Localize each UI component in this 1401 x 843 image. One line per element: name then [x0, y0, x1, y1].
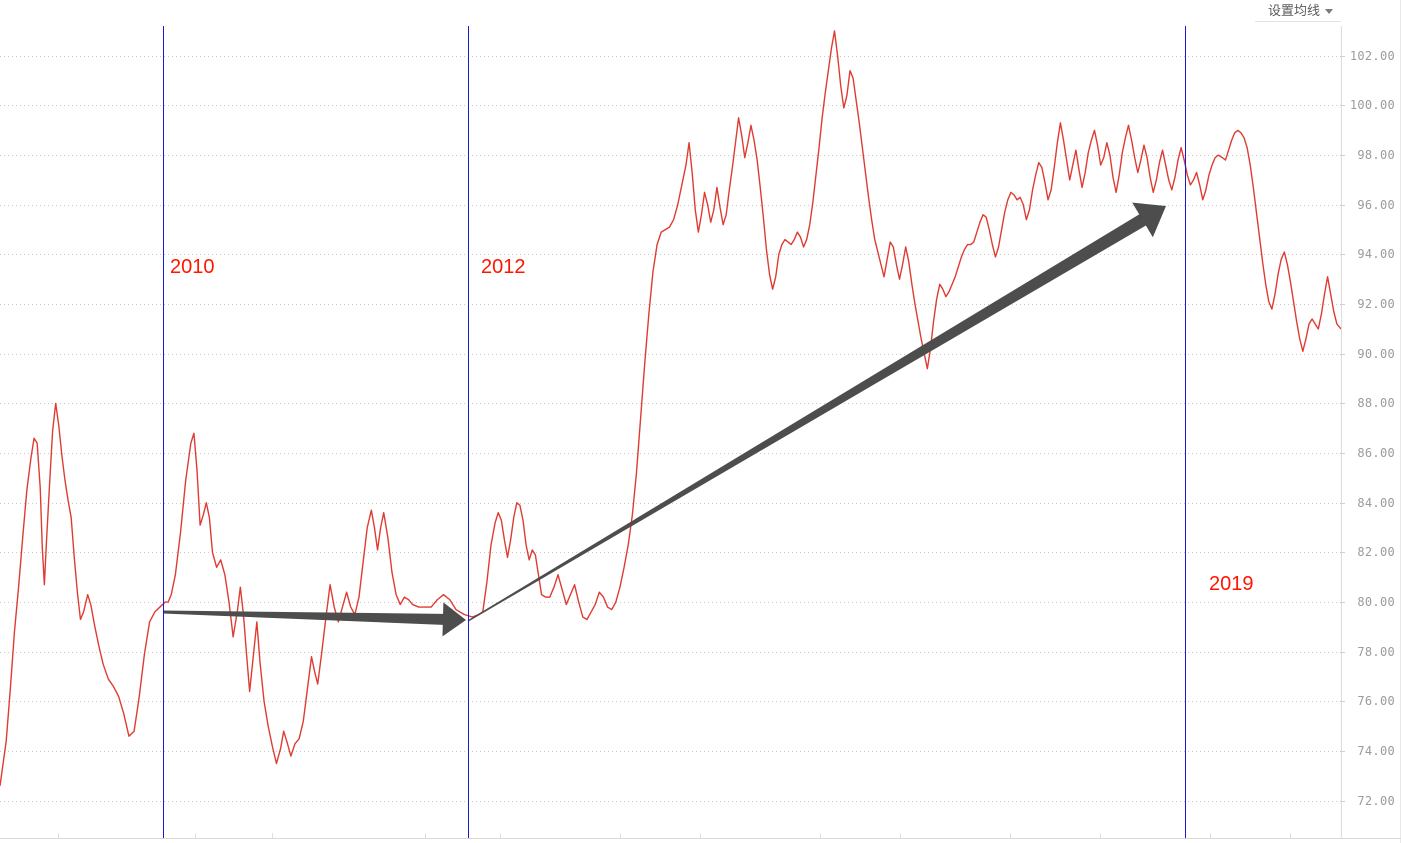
y-axis-label: 100.00 [1349, 98, 1395, 113]
x-axis-tick [272, 833, 273, 838]
gridline [0, 304, 1341, 306]
y-axis-label: 74.00 [1357, 744, 1395, 759]
year-marker-line-2010 [163, 26, 164, 838]
flat-trend-arrow [162, 602, 466, 637]
y-axis-tick [1341, 800, 1345, 802]
x-axis-tick [1290, 833, 1291, 838]
year-marker-line-2012 [468, 26, 469, 838]
y-axis-label: 94.00 [1357, 247, 1395, 262]
gridline [0, 651, 1341, 653]
y-axis-tick [1341, 304, 1345, 306]
y-axis-label: 102.00 [1349, 48, 1395, 63]
y-axis-label: 96.00 [1357, 197, 1395, 212]
gridline [0, 155, 1341, 157]
y-axis-tick [1341, 453, 1345, 455]
gridline [0, 55, 1341, 57]
y-axis-tick [1341, 155, 1345, 157]
y-axis-labels: 102.00 100.00 98.00 96.00 94.00 92.00 90.00 88.… [1341, 0, 1401, 843]
year-label-2012: 2012 [481, 256, 526, 278]
x-axis-tick [1010, 833, 1011, 838]
toolbar: 设置均线 [0, 0, 1401, 22]
year-label-2019: 2019 [1209, 573, 1254, 595]
y-axis-label: 80.00 [1357, 595, 1395, 610]
y-axis-tick [1341, 751, 1345, 753]
gridline [0, 602, 1341, 604]
gridline [0, 552, 1341, 554]
gridline [0, 403, 1341, 405]
y-axis-tick [1341, 552, 1345, 554]
year-marker-line-2019 [1185, 26, 1186, 838]
trend-arrow-overlay [162, 202, 1166, 637]
set-moving-average-menu[interactable]: 设置均线 [1268, 2, 1333, 19]
x-axis-tick [425, 833, 426, 838]
y-axis-label: 86.00 [1357, 446, 1395, 461]
gridline [0, 800, 1341, 802]
x-axis-tick [900, 833, 901, 838]
chevron-down-icon [1325, 9, 1333, 14]
x-axis-tick [500, 833, 501, 838]
rising-trend-arrow [467, 202, 1166, 622]
x-axis-tick [820, 833, 821, 838]
y-axis-label: 88.00 [1357, 396, 1395, 411]
gridline [0, 204, 1341, 206]
y-axis-label: 92.00 [1357, 297, 1395, 312]
y-axis-label: 90.00 [1357, 346, 1395, 361]
gridline [0, 353, 1341, 355]
gridline [0, 105, 1341, 107]
x-axis-tick [620, 833, 621, 838]
x-axis-tick [1210, 833, 1211, 838]
y-axis-label: 72.00 [1357, 793, 1395, 808]
y-axis-tick [1341, 353, 1345, 355]
y-axis-label: 84.00 [1357, 495, 1395, 510]
x-axis-line [0, 838, 1401, 839]
year-label-2010: 2010 [170, 256, 215, 278]
y-axis-tick [1341, 254, 1345, 256]
gridline [0, 751, 1341, 753]
y-axis-tick [1341, 502, 1345, 504]
y-axis-label: 98.00 [1357, 148, 1395, 163]
gridline [0, 701, 1341, 703]
x-axis-tick [700, 833, 701, 838]
chart-plot-area[interactable] [0, 26, 1341, 838]
price-line-series [0, 30, 1341, 786]
y-axis-tick [1341, 602, 1345, 604]
toolbar-divider [1255, 21, 1341, 22]
x-axis-tick [58, 833, 59, 838]
y-axis-tick [1341, 105, 1345, 107]
y-axis-tick [1341, 403, 1345, 405]
axis-divider [1341, 26, 1342, 838]
price-line [0, 30, 1341, 786]
y-axis-label: 78.00 [1357, 644, 1395, 659]
y-axis-tick [1341, 701, 1345, 703]
x-axis-tick [1100, 833, 1101, 838]
gridline [0, 453, 1341, 455]
y-axis-tick [1341, 55, 1345, 57]
x-axis-tick [195, 833, 196, 838]
y-axis-label: 76.00 [1357, 694, 1395, 709]
y-axis-tick [1341, 651, 1345, 653]
y-axis-label: 82.00 [1357, 545, 1395, 560]
y-axis-tick [1341, 204, 1345, 206]
set-moving-average-label: 设置均线 [1267, 3, 1320, 18]
gridline [0, 254, 1341, 256]
